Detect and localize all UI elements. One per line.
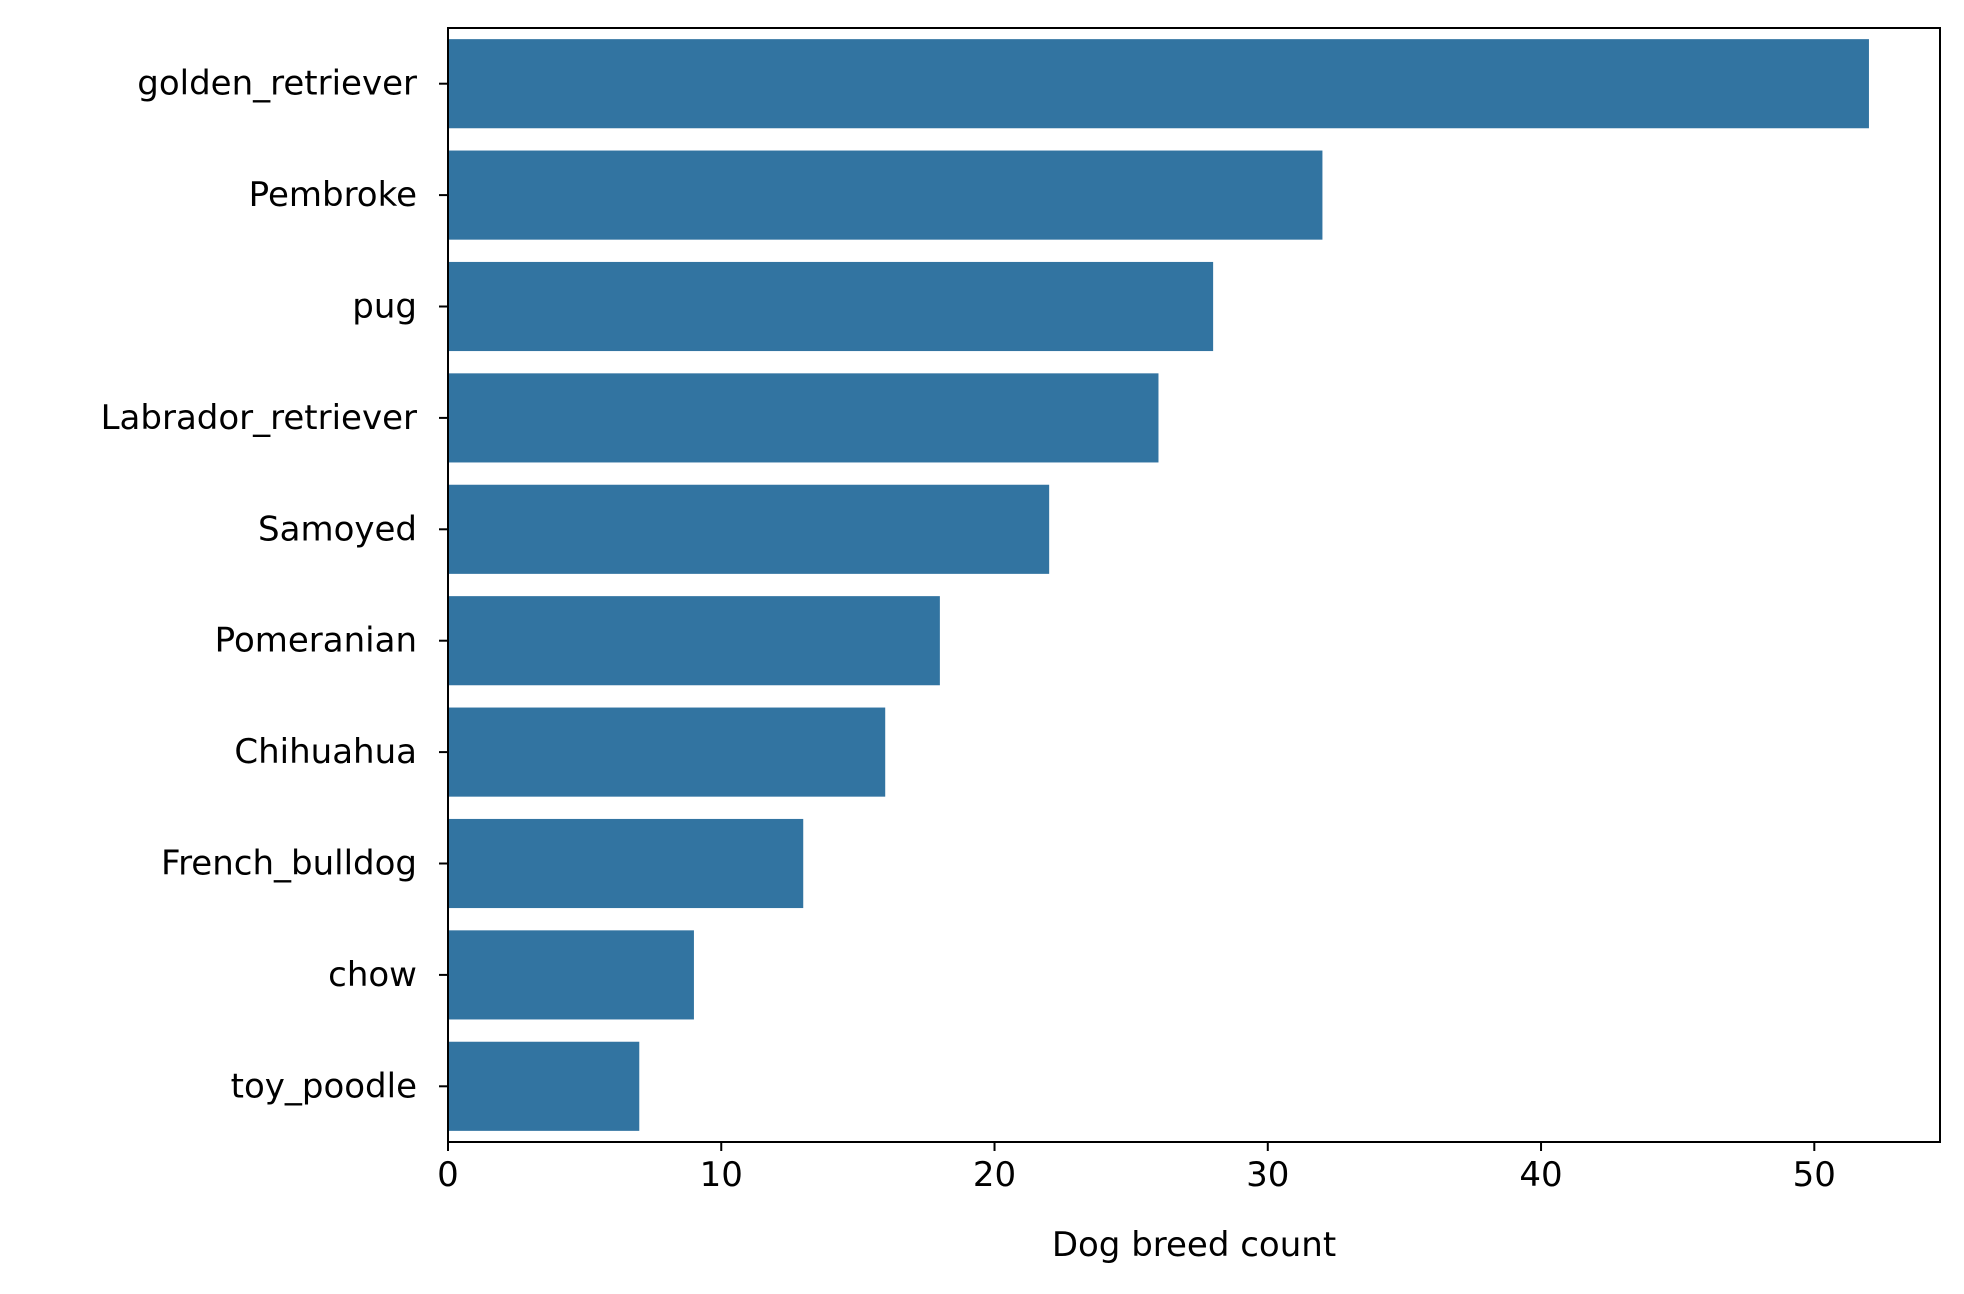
plot-frame — [447, 27, 1941, 1143]
bars-group — [448, 39, 1869, 1131]
bar-pug — [448, 261, 1214, 352]
x-tick-label: 50 — [1793, 1155, 1836, 1195]
y-axis-ticks: golden_retriever Pembroke pug Labrador_retr… — [101, 64, 448, 1106]
y-tick-label: Pembroke — [249, 175, 417, 215]
x-tick-label: 30 — [1246, 1155, 1289, 1195]
x-tick-label: 10 — [700, 1155, 743, 1195]
bar-Pembroke — [448, 150, 1323, 240]
bar-French_bulldog — [448, 818, 804, 909]
bar-Chihuahua — [448, 707, 886, 797]
x-tick-label: 40 — [1519, 1155, 1562, 1195]
x-tick-label: 20 — [973, 1155, 1016, 1195]
y-tick-label: Samoyed — [258, 509, 417, 549]
bar-Labrador_retriever — [448, 373, 1159, 463]
x-axis-ticks: 0 10 20 30 40 50 — [437, 1142, 1836, 1195]
y-tick-label: pug — [352, 287, 417, 327]
y-tick-label: chow — [328, 955, 417, 995]
y-tick-label: Pomeranian — [215, 621, 417, 661]
bar-Samoyed — [448, 484, 1050, 574]
y-tick-label: Chihuahua — [234, 732, 417, 772]
x-axis-title: Dog breed count — [1052, 1225, 1336, 1265]
y-tick-label: golden_retriever — [137, 64, 417, 104]
y-tick-label: Labrador_retriever — [101, 398, 417, 438]
y-tick-label: French_bulldog — [161, 844, 417, 884]
bar-Pomeranian — [448, 596, 940, 686]
bar-golden_retriever — [448, 39, 1869, 129]
y-tick-label: toy_poodle — [231, 1066, 417, 1106]
bar-chow — [448, 930, 694, 1020]
bar-toy_poodle — [448, 1041, 640, 1131]
x-tick-label: 0 — [437, 1155, 459, 1195]
